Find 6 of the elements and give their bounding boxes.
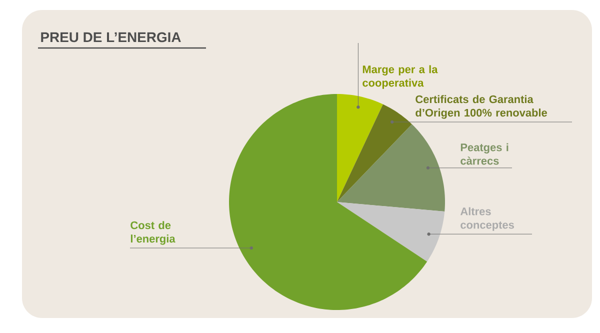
slice-label: Cost de l’energia [130,221,176,245]
slice-label: Altres conceptes [460,207,514,231]
chart-title: PREU DE L’ENERGIA [41,32,181,42]
slice-label: Marge per a la cooperativa [362,65,438,89]
slice-label: Peatges i càrrecs [460,143,508,165]
slice-label: Certificats de Garantia d’Origen 100% renovable [416,95,547,119]
